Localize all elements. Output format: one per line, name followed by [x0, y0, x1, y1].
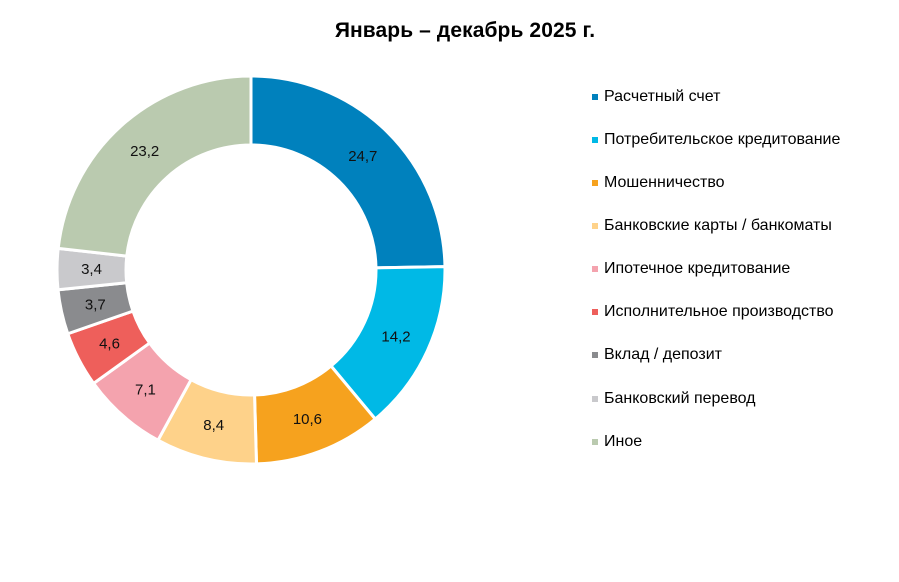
legend-item-enforcement-proceedings: Исполнительное производство [592, 302, 834, 322]
donut-slice [56, 74, 253, 258]
legend-item-fraud: Мошенничество [592, 173, 725, 193]
legend-marker-icon [592, 223, 598, 229]
legend-item-mortgage-lending: Ипотечное кредитование [592, 259, 790, 279]
slice-value-label: 7,1 [135, 382, 156, 399]
legend-marker-icon [592, 439, 598, 445]
legend-marker-icon [592, 180, 598, 186]
legend-item-other: Иное [592, 432, 642, 452]
legend-label: Мошенничество [604, 174, 725, 191]
slice-value-label: 24,7 [348, 148, 377, 165]
slice-value-label: 4,6 [99, 336, 120, 353]
legend-label: Потребительское кредитование [604, 131, 841, 148]
legend-marker-icon [592, 266, 598, 272]
slice-value-label: 23,2 [130, 143, 159, 160]
slice-value-label: 10,6 [293, 411, 322, 428]
legend-marker-icon [592, 352, 598, 358]
legend-item-deposit: Вклад / депозит [592, 345, 722, 365]
legend-marker-icon [592, 396, 598, 402]
slice-value-label: 14,2 [381, 328, 410, 345]
legend-label: Банковские карты / банкоматы [604, 217, 832, 234]
legend-label: Ипотечное кредитование [604, 260, 791, 277]
legend-item-bank-transfer: Банковский перевод [592, 389, 756, 409]
legend-label: Вклад / депозит [604, 346, 722, 363]
legend-label: Иное [604, 433, 643, 450]
slice-value-label: 3,4 [81, 261, 102, 278]
legend-label: Банковский перевод [604, 390, 756, 407]
legend-marker-icon [592, 94, 598, 100]
legend-label: Исполнительное производство [604, 303, 834, 320]
legend-marker-icon [592, 137, 598, 143]
legend-label: Расчетный счет [604, 88, 721, 105]
legend-item-current-account: Расчетный счет [592, 87, 720, 107]
slice-value-label: 8,4 [203, 417, 224, 434]
donut-value-labels: 24,7 14,2 10,6 8,4 7,1 4,6 3,7 3,4 23,2 [81, 143, 411, 434]
donut-slice [249, 74, 447, 270]
chart-title: Январь – декабрь 2025 г. [334, 19, 596, 42]
legend-item-bank-cards-atms: Банковские карты / банкоматы [592, 216, 832, 236]
slice-value-label: 3,7 [85, 297, 106, 314]
legend-item-consumer-lending: Потребительское кредитование [592, 130, 840, 150]
donut-slices [55, 74, 447, 466]
legend-marker-icon [592, 309, 598, 315]
